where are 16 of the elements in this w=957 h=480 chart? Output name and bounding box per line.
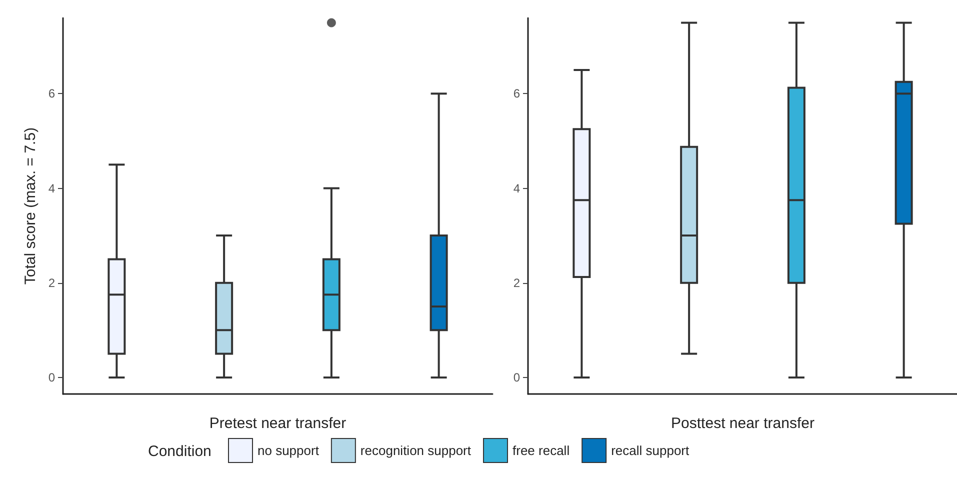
y-tick-label: 0 (48, 370, 56, 384)
y-tick-label: 4 (512, 181, 520, 196)
legend-title: Condition (148, 443, 212, 460)
x-axis-title: Posttest near transfer (670, 415, 814, 432)
legend-label: recall support (611, 443, 690, 458)
y-tick-label: 2 (512, 276, 520, 290)
y-tick-label: 6 (512, 86, 520, 101)
y-axis-title: Total score (max. = 7.5) (22, 127, 39, 285)
y-tick-label: 4 (48, 181, 56, 196)
legend-label: free recall (512, 443, 570, 458)
legend-label: recognition support (360, 443, 472, 458)
x-axis-title: Pretest near transfer (209, 415, 346, 432)
y-tick-label: 2 (48, 276, 56, 290)
legend-label: no support (258, 443, 320, 458)
y-tick-label: 0 (512, 370, 520, 384)
y-tick-label: 6 (48, 86, 56, 101)
